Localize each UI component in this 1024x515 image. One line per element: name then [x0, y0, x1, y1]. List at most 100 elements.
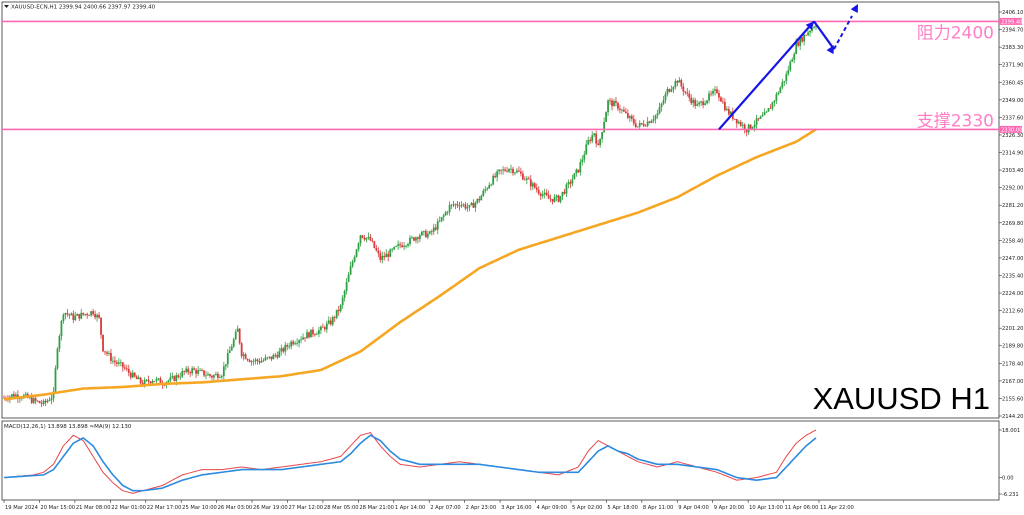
candle-body: [238, 328, 241, 344]
price-panel[interactable]: [1, 1, 1000, 419]
candle-body: [704, 103, 706, 105]
macd-panel[interactable]: [1, 420, 1000, 501]
resistance-price-tag: [999, 17, 1022, 25]
candle-body: [379, 253, 382, 260]
candle-body: [735, 119, 738, 124]
candle-body: [486, 188, 489, 190]
candle-body: [280, 348, 283, 352]
candle-body: [664, 94, 667, 101]
candle-body: [207, 374, 209, 376]
price-tick-label: 2371.90: [1002, 63, 1023, 69]
candle-body: [86, 313, 89, 316]
candle-body: [516, 170, 518, 173]
time-tick-label: 22 Mar 17:00: [147, 505, 182, 511]
candle-body: [518, 170, 520, 172]
price-tick-label: 2349.00: [1002, 98, 1023, 104]
candle-body: [30, 397, 33, 403]
candle-body: [211, 375, 213, 378]
candle-body: [442, 215, 445, 218]
candle-body: [474, 202, 477, 208]
candle-body: [674, 81, 677, 88]
candle-body: [407, 244, 409, 246]
candle-body: [191, 368, 194, 374]
candle-body: [523, 179, 526, 181]
candle-body: [209, 374, 211, 376]
time-axis: 19 Mar 2024 20 Mar 15:00 21 Mar 08:00 22 Ma…: [3, 500, 854, 511]
candle-body: [371, 240, 374, 242]
candle-body: [298, 340, 300, 343]
candle-body: [353, 257, 356, 262]
candle-body: [533, 183, 536, 188]
time-tick-label: 9 Apr 04:00: [678, 505, 709, 511]
candle-body: [569, 182, 572, 184]
candle-body: [72, 313, 75, 320]
candle-body: [547, 195, 550, 199]
symbol-watermark: XAUUSD H1: [813, 381, 990, 416]
candle-body: [397, 244, 400, 247]
projection-leg-3: [833, 15, 853, 50]
candle-body: [121, 362, 124, 368]
candle-body: [424, 231, 427, 238]
candle-body: [613, 101, 615, 107]
candle-body: [666, 88, 669, 95]
candle-body: [284, 345, 287, 352]
candle-body: [157, 378, 160, 380]
candle-body: [173, 376, 176, 381]
candle-body: [393, 246, 396, 250]
time-tick-label: 4 Apr 09:00: [537, 505, 568, 511]
candle-body: [177, 375, 180, 378]
candle-body: [351, 261, 354, 267]
candle-body: [310, 329, 312, 338]
candle-body: [765, 111, 768, 113]
time-tick-label: 22 Mar 01:00: [111, 505, 146, 511]
candle-body: [587, 140, 590, 145]
candle-body: [145, 379, 148, 381]
candle-body: [302, 337, 304, 340]
candle-body: [419, 235, 421, 239]
candle-body: [139, 377, 142, 384]
candle-body: [801, 37, 804, 42]
candle-body: [567, 182, 570, 185]
candle-body: [13, 394, 15, 397]
arrowhead-icon: [826, 45, 834, 55]
time-tick-label: 25 Mar 10:00: [182, 505, 217, 511]
candle-body: [815, 25, 817, 28]
candle-body: [690, 97, 693, 104]
candle-body: [179, 376, 182, 378]
candle-body: [377, 250, 380, 254]
candle-body: [718, 92, 720, 98]
candle-body: [813, 27, 815, 28]
candle-body: [94, 314, 97, 318]
candle-body: [619, 108, 621, 111]
candle-body: [44, 400, 47, 403]
candle-body: [648, 121, 651, 123]
candle-body: [395, 246, 398, 247]
candle-body: [632, 118, 635, 124]
candle-body: [553, 196, 556, 202]
candle-body: [634, 123, 637, 127]
candle-body: [373, 241, 376, 248]
candle-body: [159, 378, 162, 384]
candle-body: [482, 190, 485, 196]
candle-body: [440, 217, 443, 221]
candle-body: [230, 346, 233, 351]
candle-body: [561, 191, 564, 196]
candle-body: [500, 169, 503, 171]
candle-body: [197, 370, 199, 374]
candle-body: [720, 97, 722, 102]
candle-body: [88, 315, 91, 316]
candle-body: [793, 53, 796, 60]
candle-body: [779, 87, 782, 93]
macd-line: [3, 429, 817, 494]
candle-body: [755, 118, 758, 125]
candle-body: [133, 372, 136, 377]
symbol-info-text: XAUUSD-ECN,H1 2399.94 2400.66 2397.97 23…: [11, 5, 156, 11]
price-tick-label: 2144.20: [1002, 414, 1023, 420]
candle-body: [658, 107, 661, 114]
time-tick-label: 11 Apr 22:00: [820, 505, 854, 511]
candle-body: [232, 339, 235, 347]
candle-body: [319, 326, 322, 331]
candle-body: [573, 173, 576, 180]
candle-body: [333, 317, 336, 318]
